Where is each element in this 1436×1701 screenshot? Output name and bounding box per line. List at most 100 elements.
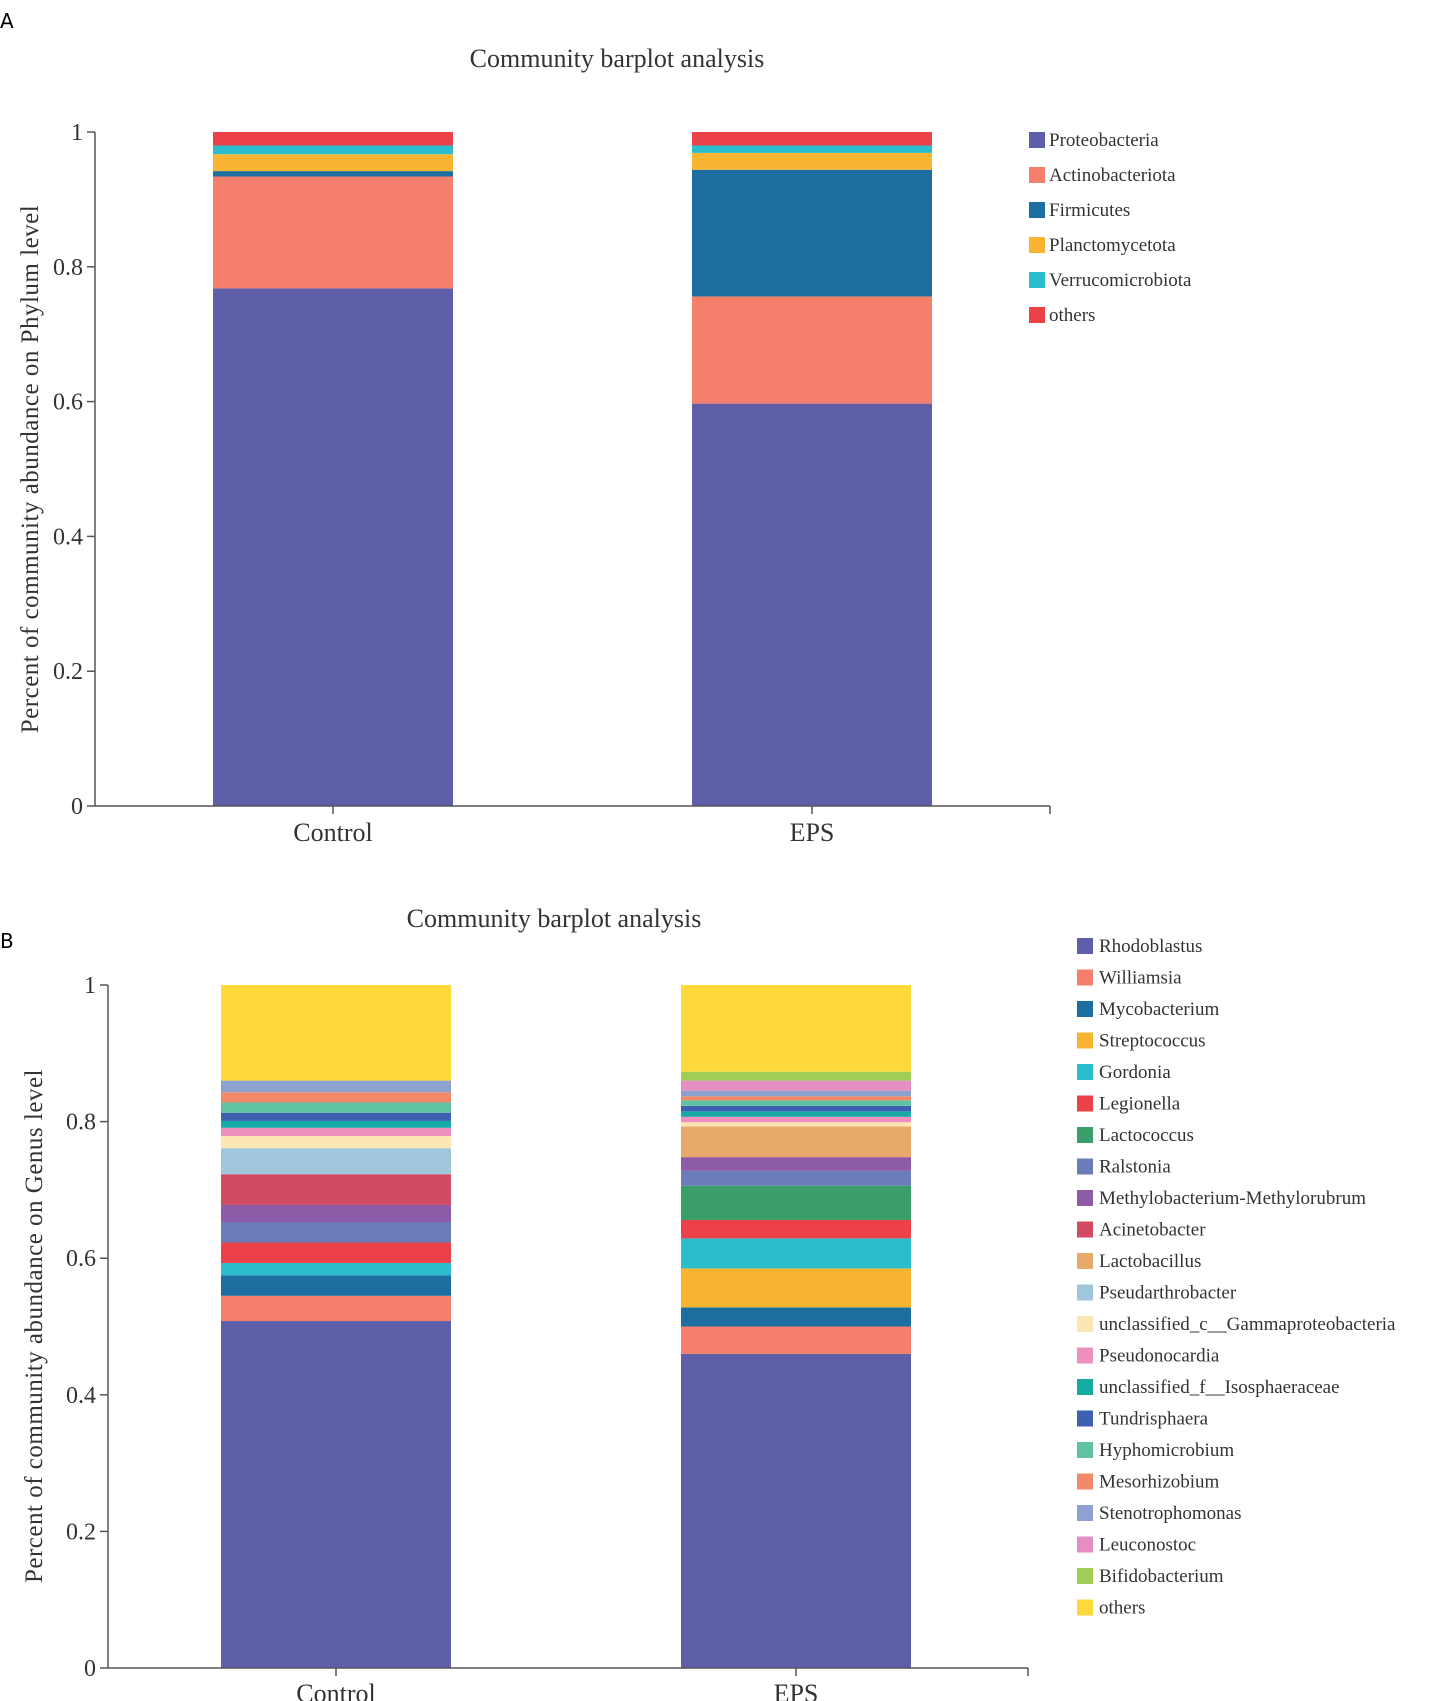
legend-label: Rhodoblastus [1099, 936, 1202, 957]
chart-panel-a: A Community barplot analysis Percent of co… [0, 9, 1192, 847]
bar-segment-mycobacterium [681, 1307, 911, 1327]
bar-segment-lactococcus [681, 1185, 911, 1220]
bar-segment-hyphomicrobium [221, 1102, 451, 1113]
bar-segment-others [221, 985, 451, 1081]
legend-swatch [1077, 1032, 1093, 1049]
legend-swatch [1029, 307, 1045, 323]
bar-segment-actinobacteriota [692, 296, 932, 404]
legend-swatch [1077, 1284, 1093, 1301]
bar-segment-planctomycetota [213, 154, 453, 172]
legend-label: Pseudarthrobacter [1099, 1283, 1237, 1304]
legend-label: Firmicutes [1049, 200, 1130, 221]
bar-segment-lactobacillus [681, 1126, 911, 1158]
bar-segment-mesorhizobium [681, 1096, 911, 1101]
panel-label: A [0, 9, 14, 33]
legend-label: Mesorhizobium [1099, 1472, 1220, 1493]
y-tick-label: 0.6 [66, 1246, 96, 1272]
bar-segment-unclassified-f-isosphaeraceae [681, 1111, 911, 1117]
bar-segment-williamsia [681, 1326, 911, 1354]
bar-segment-mesorhizobium [221, 1092, 451, 1103]
bar-segment-hyphomicrobium [681, 1100, 911, 1106]
legend-label: Lactococcus [1099, 1125, 1194, 1146]
legend-label: Stenotrophomonas [1099, 1503, 1242, 1524]
legend-label: Gordonia [1099, 1062, 1171, 1083]
legend-swatch [1077, 1410, 1093, 1427]
bar-segment-williamsia [221, 1295, 451, 1322]
legend-label: unclassified_f__Isosphaeraceae [1099, 1377, 1340, 1398]
legend-swatch [1077, 1316, 1093, 1332]
bar-segment-verrucomicrobiota [213, 145, 453, 155]
legend-swatch [1029, 237, 1045, 253]
legend-swatch [1077, 1190, 1093, 1206]
legend-swatch [1077, 1095, 1093, 1112]
x-tick-label: EPS [790, 818, 835, 847]
bar-stack-eps [681, 985, 911, 1668]
y-tick-label: 0 [71, 794, 83, 820]
legend-swatch [1077, 1505, 1093, 1521]
y-tick-label: 0.2 [53, 659, 83, 685]
chart-panel-b: B Community barplot analysis Percent of co… [0, 904, 1396, 1701]
y-tick-label: 1 [84, 973, 96, 999]
legend-swatch [1077, 1347, 1093, 1364]
chart-title: Community barplot analysis [407, 904, 702, 933]
legend-swatch [1077, 1473, 1093, 1490]
legend-label: Tundrisphaera [1099, 1409, 1209, 1430]
legend-label: Lactobacillus [1099, 1251, 1201, 1272]
legend-swatch [1077, 1001, 1093, 1017]
bar-segment-bifidobacterium [681, 1071, 911, 1081]
legend-swatch [1077, 1379, 1093, 1395]
bar-segment-stenotrophomonas [681, 1090, 911, 1097]
legend-label: Hyphomicrobium [1099, 1440, 1234, 1461]
bar-segment-tundrisphaera [681, 1105, 911, 1112]
legend-label: Mycobacterium [1099, 999, 1220, 1020]
bar-segment-methylobacterium-methylorubrum [681, 1157, 911, 1171]
y-tick-label: 0.8 [53, 255, 83, 281]
y-tick-label: 0.2 [66, 1519, 96, 1545]
bar-segment-proteobacteria [213, 288, 453, 806]
bar-stack-control [213, 132, 453, 806]
bar-segment-ralstonia [681, 1170, 911, 1186]
bar-segment-firmicutes [213, 171, 453, 177]
legend-swatch [1077, 1442, 1093, 1458]
bar-stack-eps [692, 132, 932, 806]
bar-segment-gordonia [681, 1238, 911, 1269]
legend-label: unclassified_c__Gammaproteobacteria [1099, 1314, 1396, 1335]
bar-segment-actinobacteriota [213, 176, 453, 289]
legend-label: Leuconostoc [1099, 1535, 1196, 1556]
bar-segment-legionella [681, 1219, 911, 1239]
bar-segment-mycobacterium [221, 1275, 451, 1296]
bar-segment-unclassified-c-gammaproteobacteria [221, 1135, 451, 1149]
bar-segment-verrucomicrobiota [692, 145, 932, 153]
legend-swatch [1029, 272, 1045, 288]
y-tick-label: 0.8 [66, 1110, 96, 1136]
y-tick-label: 0.6 [53, 390, 83, 416]
bar-segment-stenotrophomonas [221, 1080, 451, 1093]
legend-label: Planctomycetota [1049, 235, 1176, 256]
legend-swatch [1077, 1253, 1093, 1269]
y-axis-label: Percent of community abundance on Genus … [21, 1069, 48, 1583]
legend-swatch [1077, 938, 1093, 954]
legend-label: Ralstonia [1099, 1157, 1171, 1178]
bar-segment-leuconostoc [681, 1080, 911, 1091]
bar-segment-firmicutes [692, 169, 932, 297]
bar-segment-acinetobacter [221, 1174, 451, 1205]
legend-swatch [1077, 1536, 1093, 1553]
bar-segment-streptococcus [681, 1268, 911, 1308]
y-axis-label: Percent of community abundance on Phylum… [17, 205, 44, 733]
legend-swatch [1077, 1568, 1093, 1584]
bar-segment-pseudonocardia [681, 1116, 911, 1123]
legend-label: Actinobacteriota [1049, 165, 1176, 186]
legend-label: Streptococcus [1099, 1031, 1206, 1052]
legend-swatch [1029, 132, 1045, 148]
legend-label: Verrucomicrobiota [1049, 270, 1192, 291]
legend-label: others [1099, 1598, 1145, 1619]
legend-swatch [1077, 1158, 1093, 1175]
legend-label: Williamsia [1099, 968, 1182, 989]
legend-label: Proteobacteria [1049, 130, 1159, 151]
legend-swatch [1077, 1599, 1093, 1616]
panel-label: B [0, 929, 14, 953]
y-tick-label: 0.4 [53, 524, 83, 550]
bar-stack-control [221, 985, 451, 1668]
legend-swatch [1029, 202, 1045, 218]
